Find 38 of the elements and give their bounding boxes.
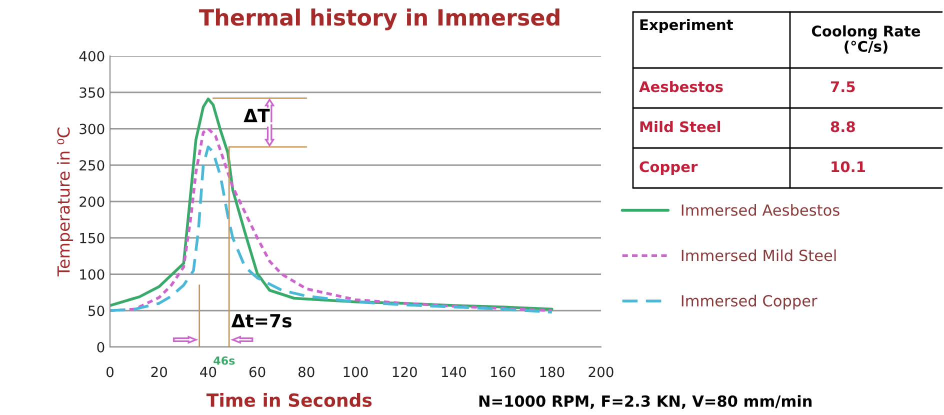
legend-label: Immersed Copper: [682, 294, 818, 310]
annotation: ΔT: [244, 108, 270, 122]
x-tick-label: 140: [442, 366, 466, 378]
y-tick-label: 250: [80, 160, 104, 171]
text: 10.1: [832, 161, 865, 172]
y-tick-label: 300: [80, 124, 104, 134]
text: Aesbestos: [639, 80, 723, 92]
text: 46s: [214, 356, 235, 365]
chart-title: Thermal history in Immersed: [199, 8, 560, 30]
annotation: Δt=7s: [231, 314, 292, 328]
x-tick-label: 60: [249, 366, 266, 378]
x-tick-label: 180: [540, 366, 564, 378]
text: Coolong Rate (°C/s): [812, 25, 920, 54]
legend-label: Immersed Mild Steel: [682, 249, 836, 262]
text: Mild Steel: [640, 120, 720, 132]
y-tick-label: 0: [97, 342, 104, 352]
y-tick-label: 400: [79, 50, 104, 62]
x-tick-label: 200: [588, 366, 614, 378]
x-axis-title: Time in Seconds: [206, 392, 372, 407]
text: 8.8: [830, 121, 855, 132]
x-tick-label: 120: [392, 366, 417, 378]
text: Copper: [640, 161, 698, 176]
y-axis-title: Temperature in ⁰C: [56, 128, 74, 276]
y-tick-label: 350: [80, 87, 104, 98]
x-tick-label: 0: [106, 366, 114, 378]
y-tick-label: 200: [80, 196, 104, 207]
x-tick-label: 160: [491, 366, 516, 378]
legend-label: Immersed Aesbestos: [682, 204, 840, 216]
text: N=1000 RPM, F=2.3 KN, V=80 mm/min: [479, 395, 812, 409]
y-tick-label: 100: [80, 269, 104, 280]
x-tick-label: 20: [151, 366, 168, 378]
text: Experiment: [640, 18, 733, 34]
text: 7.5: [830, 81, 855, 92]
y-tick-label: 150: [80, 232, 104, 244]
x-tick-label: 100: [344, 366, 368, 378]
x-tick-label: 40: [200, 366, 216, 378]
y-tick-label: 50: [88, 306, 104, 316]
x-tick-label: 80: [298, 366, 314, 378]
